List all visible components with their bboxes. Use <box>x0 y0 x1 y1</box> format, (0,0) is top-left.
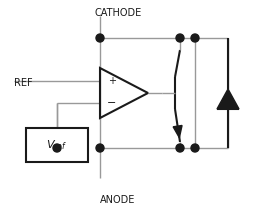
Circle shape <box>191 144 199 152</box>
Bar <box>26 128 88 162</box>
Circle shape <box>176 34 184 42</box>
Text: CATHODE: CATHODE <box>94 8 142 18</box>
Polygon shape <box>217 89 239 109</box>
Polygon shape <box>173 125 182 138</box>
Text: −: − <box>107 98 117 108</box>
Text: ANODE: ANODE <box>100 195 136 205</box>
Circle shape <box>176 144 184 152</box>
Circle shape <box>96 34 104 42</box>
Text: REF: REF <box>14 78 33 88</box>
Circle shape <box>191 34 199 42</box>
Circle shape <box>53 144 61 152</box>
Circle shape <box>96 144 104 152</box>
Text: $V_{ref}$: $V_{ref}$ <box>46 138 68 152</box>
Text: +: + <box>108 76 116 86</box>
